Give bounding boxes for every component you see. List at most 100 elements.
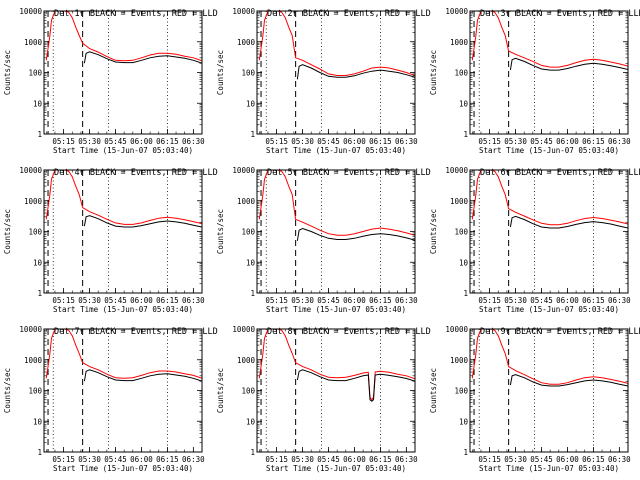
y-tick-label: 1000 — [237, 356, 256, 365]
y-tick-label: 1 — [250, 130, 255, 139]
x-tick-label: 06:30 — [182, 296, 205, 305]
x-tick-label: 05:30 — [78, 296, 101, 305]
x-tick-label: 06:30 — [395, 137, 418, 146]
events-series-line — [83, 51, 202, 64]
x-tick-label: 05:45 — [530, 455, 553, 464]
x-axis-label: Start Time (15-Jun-07 05:03:40) — [266, 305, 406, 314]
x-tick-label: 05:15 — [52, 137, 75, 146]
x-tick-label: 06:00 — [130, 137, 153, 146]
lld-series-line — [471, 170, 628, 226]
y-axis-label: Counts/sec — [216, 50, 225, 95]
x-tick-label: 06:30 — [608, 137, 631, 146]
x-tick-label: 06:30 — [395, 455, 418, 464]
y-tick-label: 1000 — [450, 197, 469, 206]
x-tick-label: 05:45 — [104, 455, 127, 464]
y-tick-label: 1000 — [24, 356, 43, 365]
x-tick-label: 06:00 — [556, 296, 579, 305]
events-series-line — [83, 215, 202, 228]
detector-panel: Det 2r BLACK = Events, RED = LLD 1 10 100 10… — [216, 7, 431, 155]
events-series-line — [509, 215, 628, 229]
x-axis-label: Start Time (15-Jun-07 05:03:40) — [53, 464, 193, 473]
plot-frame — [256, 328, 416, 453]
detector-panel: Det 1r BLACK = Events, RED = LLD 1 10 100 10… — [3, 7, 218, 155]
x-tick-label: 05:30 — [291, 137, 314, 146]
x-tick-label: 06:00 — [130, 455, 153, 464]
detector-panel: Det 3r BLACK = Events, RED = LLD 1 10 100 10… — [429, 7, 640, 155]
x-axis-label: Start Time (15-Jun-07 05:03:40) — [53, 305, 193, 314]
lld-series-line — [258, 329, 415, 401]
y-tick-label: 10000 — [232, 325, 255, 334]
detector-panel: Det 8r BLACK = Events, RED = LLD 1 10 100 10… — [216, 325, 431, 473]
x-tick-label: 06:00 — [343, 296, 366, 305]
y-tick-label: 1000 — [24, 197, 43, 206]
y-axis-label: Counts/sec — [429, 209, 438, 254]
x-tick-label: 05:30 — [504, 296, 527, 305]
x-axis-label: Start Time (15-Jun-07 05:03:40) — [266, 464, 406, 473]
y-tick-label: 1 — [463, 448, 468, 457]
x-tick-label: 05:45 — [530, 296, 553, 305]
x-tick-label: 06:00 — [556, 455, 579, 464]
x-tick-label: 06:15 — [582, 296, 605, 305]
y-tick-label: 1 — [250, 448, 255, 457]
x-tick-label: 06:15 — [369, 455, 392, 464]
y-tick-label: 1 — [463, 289, 468, 298]
x-tick-label: 05:30 — [78, 137, 101, 146]
panel-title: Det 5r BLACK = Events, RED = LLD — [267, 168, 431, 178]
x-tick-label: 06:00 — [343, 137, 366, 146]
y-tick-label: 10 — [459, 99, 469, 108]
x-tick-label: 05:15 — [52, 455, 75, 464]
panel-title: Det 4r BLACK = Events, RED = LLD — [54, 168, 218, 178]
panel-title: Det 1r BLACK = Events, RED = LLD — [54, 9, 218, 19]
lld-series-line — [471, 11, 628, 68]
x-tick-label: 05:30 — [504, 137, 527, 146]
detector-panel: Det 5r BLACK = Events, RED = LLD 1 10 100 10… — [216, 166, 431, 314]
detector-panel: Det 9r BLACK = Events, RED = LLD 1 10 100 10… — [429, 325, 640, 473]
y-tick-label: 1000 — [450, 356, 469, 365]
x-tick-label: 06:00 — [343, 455, 366, 464]
y-tick-label: 1000 — [237, 38, 256, 47]
y-tick-label: 100 — [454, 228, 468, 237]
events-series-line — [509, 57, 628, 71]
y-tick-label: 1 — [37, 130, 42, 139]
x-axis-label: Start Time (15-Jun-07 05:03:40) — [266, 146, 406, 155]
events-series-line — [296, 369, 415, 402]
lld-series-line — [45, 329, 202, 379]
x-tick-label: 06:15 — [369, 137, 392, 146]
y-tick-label: 1 — [463, 130, 468, 139]
events-series-line — [296, 227, 415, 241]
x-tick-label: 06:30 — [182, 137, 205, 146]
y-tick-label: 10000 — [232, 166, 255, 175]
x-tick-label: 05:15 — [478, 296, 501, 305]
x-tick-label: 06:30 — [608, 455, 631, 464]
y-tick-label: 10 — [459, 258, 469, 267]
y-axis-label: Counts/sec — [429, 368, 438, 413]
x-tick-label: 05:45 — [317, 455, 340, 464]
y-tick-label: 10000 — [445, 166, 468, 175]
y-tick-label: 10 — [246, 99, 256, 108]
x-tick-label: 06:15 — [582, 137, 605, 146]
x-tick-label: 05:15 — [265, 296, 288, 305]
panel-title: Det 7r BLACK = Events, RED = LLD — [54, 327, 218, 337]
x-tick-label: 05:30 — [78, 455, 101, 464]
y-tick-label: 1 — [37, 289, 42, 298]
y-axis-label: Counts/sec — [3, 368, 12, 413]
y-axis-label: Counts/sec — [216, 368, 225, 413]
detector-panel: Det 7r BLACK = Events, RED = LLD 1 10 100 10… — [3, 325, 218, 473]
panel-title: Det 6r BLACK = Events, RED = LLD — [480, 168, 640, 178]
x-tick-label: 05:45 — [104, 296, 127, 305]
x-tick-label: 05:30 — [291, 455, 314, 464]
y-tick-label: 10 — [33, 417, 43, 426]
x-tick-label: 05:15 — [478, 137, 501, 146]
panel-title: Det 3r BLACK = Events, RED = LLD — [480, 9, 640, 19]
y-tick-label: 10000 — [19, 166, 42, 175]
y-tick-label: 1000 — [237, 197, 256, 206]
x-tick-label: 05:45 — [104, 137, 127, 146]
y-axis-label: Counts/sec — [216, 209, 225, 254]
y-axis-label: Counts/sec — [429, 50, 438, 95]
y-tick-label: 10 — [33, 258, 43, 267]
y-tick-label: 10 — [459, 417, 469, 426]
y-tick-label: 10000 — [445, 7, 468, 16]
y-axis-label: Counts/sec — [3, 209, 12, 254]
lld-series-line — [471, 329, 628, 385]
